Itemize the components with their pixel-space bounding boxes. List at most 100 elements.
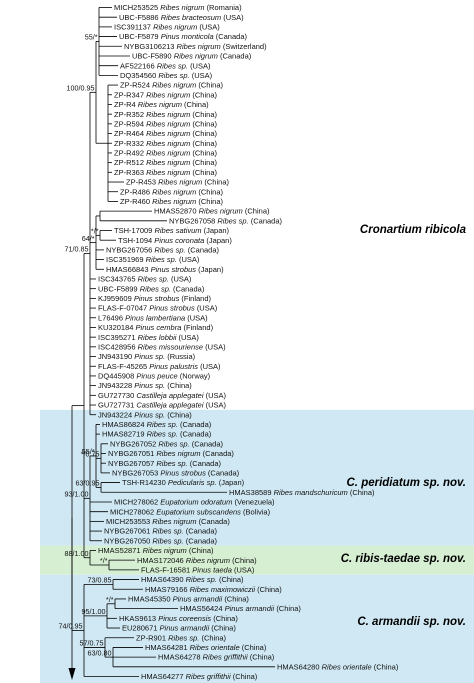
tip-accession: AF522166 (120, 61, 157, 70)
tip-locality: (Canada) (186, 527, 218, 536)
tip-label: NYBG267051 Ribes nigrum (Canada) (108, 449, 234, 458)
tip-taxon: Ribes nigrum (174, 52, 220, 61)
tip-accession: MICH278062 (114, 498, 160, 507)
support-value: 95/1.00 (82, 607, 106, 616)
tip-accession: MICH278062 (110, 507, 156, 516)
tip-locality: (USA) (178, 333, 199, 342)
tip-accession: TSH-17009 (114, 226, 154, 235)
tip-locality: (China) (189, 546, 214, 555)
tip-taxon: Ribes sp. (154, 245, 187, 254)
tip-taxon: Eupatorium odoratum (160, 498, 234, 507)
tip-accession: HMAS172046 (137, 556, 186, 565)
tip-accession: HMAS64278 (158, 653, 203, 662)
tip-label: DQ354560 Ribes sp. (USA) (120, 71, 213, 80)
tip-taxon: Ribes sp. (186, 575, 219, 584)
tip-taxon: Ribes nigrum (186, 556, 232, 565)
tip-taxon: Pinus coreensis (158, 614, 213, 623)
tip-locality: (China) (192, 129, 217, 138)
tip-locality: (USA) (205, 342, 226, 351)
tip-accession: HMAS64281 (145, 643, 190, 652)
support-value: 63/0.95 (76, 479, 100, 488)
tip-locality: (Canada) (251, 216, 283, 225)
tip-label: FLAS-F-16581 Pinus taeda (USA) (141, 565, 255, 574)
tip-accession: NYBG267057 (108, 459, 156, 468)
support-value: 74/0.95 (59, 622, 83, 631)
tip-accession: NYBG3106213 (124, 42, 177, 51)
tip-locality: (USA) (199, 22, 220, 31)
tip-taxon: Ribes nigrum (146, 158, 192, 167)
tip-locality: (Canada) (216, 32, 248, 41)
tip-label: ZP-R352 Ribes nigrum (China) (114, 110, 217, 119)
tip-locality: (China) (257, 585, 282, 594)
tip-taxon: Ribes nigrum (146, 90, 192, 99)
clade-band-peridiatum (40, 409, 474, 546)
tip-taxon: Pinus armandii (225, 604, 277, 613)
tip-label: TSH-17009 Ribes sativum (Japan) (114, 226, 230, 235)
tip-accession: ISC391137 (114, 22, 153, 31)
tip-taxon: Ribes nigrum (152, 187, 198, 196)
tip-accession: UBC-F5886 (119, 13, 161, 22)
tip-accession: ZP-R347 (114, 90, 146, 99)
tip-taxon: Ribes nigrum (152, 81, 198, 90)
tip-taxon: Ribes sp. (158, 439, 191, 448)
tree-branches (68, 7, 275, 680)
tip-label: HMAS56424 Pinus armandii (China) (180, 604, 301, 613)
tip-accession: NYBG267056 (106, 245, 154, 254)
tip-taxon: Ribes sativum (154, 226, 203, 235)
tip-label: L76496 Pinus lambertiana (USA) (98, 313, 208, 322)
clade-labels: Cronartium ribicola C. peridiatum sp. nov… (341, 224, 467, 628)
tip-accession: NYBG267061 (104, 527, 152, 536)
tip-accession: ZP-R464 (114, 129, 146, 138)
tip-label: FLAS-F-07047 Pinus strobus (USA) (98, 304, 218, 313)
clade-band-armandii (40, 574, 474, 683)
tip-label: HMAS86824 Ribes sp. (Canada) (102, 420, 212, 429)
tip-accession: ISC428956 (98, 342, 138, 351)
tip-accession: UBC-F5890 (132, 52, 174, 61)
tip-locality: (Japan) (219, 478, 245, 487)
tip-label: JN943224 Pinus sp. (China) (98, 410, 192, 419)
tip-locality: (Japan) (198, 265, 224, 274)
tip-taxon: Ribes nigrum (152, 517, 198, 526)
tip-taxon: Ribes orientale (322, 662, 374, 671)
tip-taxon: Pinus strobus (149, 304, 197, 313)
tip-label: HMAS64278 Ribes griffithii (China) (158, 653, 275, 662)
tip-label: NYBG267050 Ribes sp. (Canada) (104, 536, 218, 545)
tip-taxon: Ribes sp. (168, 633, 201, 642)
tip-accession: UBC-F5879 (119, 32, 161, 41)
tip-locality: (Canada) (188, 245, 220, 254)
tip-locality: (Canada) (203, 449, 235, 458)
tip-accession: HMAS82719 (102, 430, 147, 439)
tip-label: ZP-R512 Ribes nigrum (China) (114, 158, 217, 167)
tip-accession: L76496 (98, 313, 125, 322)
tip-taxon: Ribes nigrum (146, 149, 192, 158)
tip-taxon: Ribes lobbii (138, 333, 179, 342)
tip-accession: KJ959609 (98, 294, 134, 303)
tip-locality: (China) (198, 197, 223, 206)
tip-locality: (Japan) (204, 226, 230, 235)
tip-label: ZP-R594 Ribes nigrum (China) (114, 119, 217, 128)
tip-label: ZP-R347 Ribes nigrum (China) (114, 90, 217, 99)
tip-label: HMAS64390 Ribes sp. (China) (141, 575, 244, 584)
tip-locality: (Canada) (199, 517, 231, 526)
tip-accession: HMAS66843 (106, 265, 151, 274)
tip-accession: DQ445908 (98, 372, 136, 381)
tip-accession: NYBG267058 (169, 216, 217, 225)
tip-taxon: Ribes sp. (217, 216, 250, 225)
tip-accession: NYBG267053 (112, 468, 160, 477)
tip-locality: (Japan) (206, 236, 232, 245)
tip-locality: (Canada) (192, 439, 224, 448)
tip-label: HMAS38589 Ribes mandschuricum (China) (229, 488, 375, 497)
tip-locality: (China) (192, 119, 217, 128)
tip-taxon: Ribes sp. (147, 420, 180, 429)
root-arrow-icon (68, 668, 76, 680)
tip-label: UBC-F5879 Pinus monticola (Canada) (119, 32, 247, 41)
tip-taxon: Pinus lambertiana (125, 313, 187, 322)
tip-locality: (Finland) (183, 323, 213, 332)
tip-accession: NYBG267050 (104, 536, 152, 545)
tip-label: UBC-F5886 Ribes bracteosum (USA) (119, 13, 244, 22)
tip-accession: FLAS-F-07047 (98, 304, 149, 313)
tip-taxon: Pinus armandii (160, 624, 212, 633)
tip-accession: MICH253553 (106, 517, 152, 526)
tip-locality: (China) (198, 81, 223, 90)
tip-accession: FLAS-F-45265 (98, 362, 149, 371)
